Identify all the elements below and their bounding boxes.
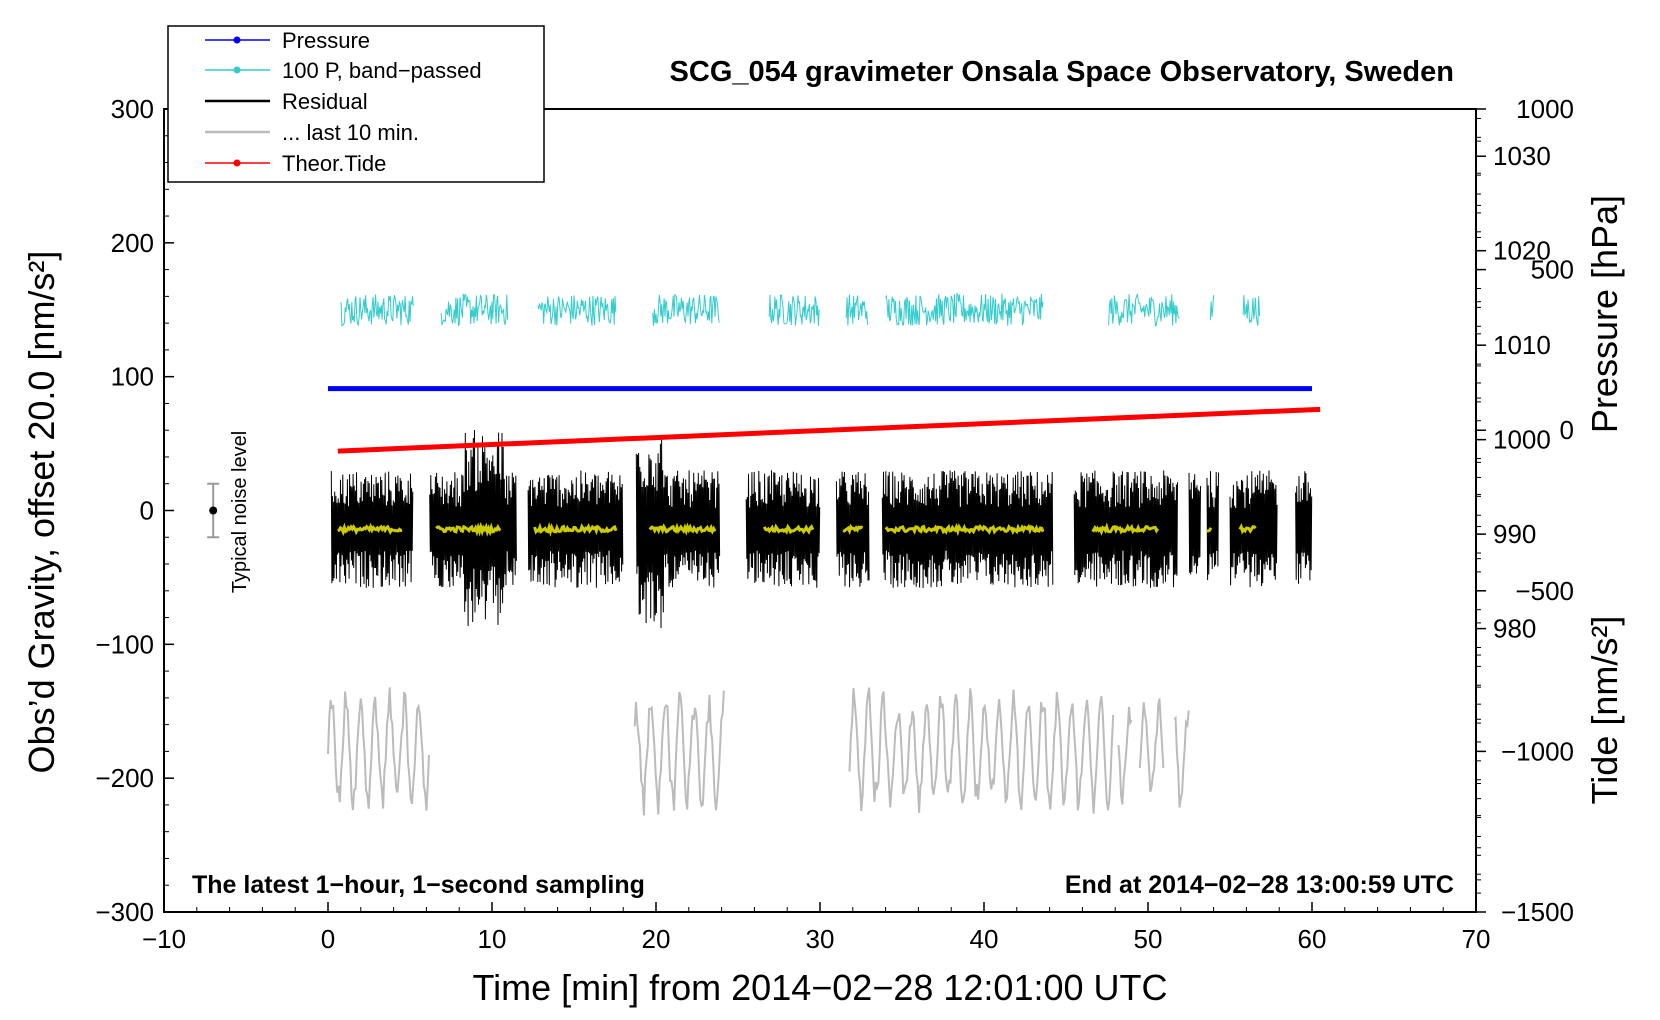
residual-trend-segment [533, 521, 618, 537]
legend-marker-band-passed [233, 66, 241, 74]
residual-trend-segment [1091, 522, 1160, 536]
last-10-min-segment [327, 687, 430, 811]
tide-tick-label: −1000 [1501, 736, 1574, 766]
last-10-min-segment [1173, 710, 1190, 808]
band-passed-segment [1242, 295, 1260, 326]
legend-marker-pressure [233, 36, 241, 44]
tide-axis-ticks: 1000 500 0 −500 −1000 −1500 [1476, 94, 1574, 927]
tide-tick-label: −1500 [1501, 897, 1574, 927]
y-tick-label: −100 [95, 629, 154, 659]
x-tick-label: 0 [321, 924, 335, 954]
legend-label-pressure: Pressure [282, 28, 370, 53]
residual-trend-segment [337, 522, 403, 537]
residual-trend-series [337, 521, 1257, 537]
y-tick-label: 100 [111, 362, 154, 392]
pressure-tick-label: 1000 [1493, 425, 1551, 455]
residual-trend-segment [884, 522, 1045, 537]
y-tick-label: −200 [95, 763, 154, 793]
residual-trend-segment [842, 523, 864, 536]
legend: Pressure 100 P, band−passed Residual ...… [167, 25, 545, 183]
legend-label-theor-tide: Theor.Tide [282, 151, 386, 176]
pressure-tick-label: 1020 [1493, 236, 1551, 266]
residual-segment [745, 470, 821, 588]
band-passed-series [340, 292, 1260, 327]
pressure-axis-label: Pressure [hPa] [1584, 195, 1625, 433]
residual-segment [635, 439, 721, 629]
residual-segment [1073, 470, 1178, 588]
band-passed-segment [440, 293, 509, 327]
sampling-note: The latest 1−hour, 1−second sampling [192, 871, 645, 899]
x-axis-label: Time [min] from 2014−02−28 12:01:00 UTC [472, 967, 1167, 1008]
y-axis-ticks: 300 200 100 0 −100 −200 −300 [95, 94, 174, 927]
residual-trend-segment [648, 522, 717, 536]
last-10-min-segment [1117, 706, 1133, 805]
tide-tick-label: −500 [1515, 576, 1574, 606]
theor-tide-series-line [337, 406, 1321, 454]
pressure-axis-ticks: 1030 1020 1010 1000 990 980 [1476, 117, 1551, 913]
band-passed-segment [1108, 293, 1180, 327]
tide-tick-label: 1000 [1516, 94, 1574, 124]
y-tick-label: 200 [111, 228, 154, 258]
legend-box [167, 25, 545, 183]
y-tick-label: −300 [95, 897, 154, 927]
noise-level-indicator [207, 482, 220, 539]
residual-trend-segment [1206, 527, 1213, 533]
legend-label-band-passed: 100 P, band−passed [282, 58, 482, 83]
pressure-tick-label: 1030 [1493, 141, 1551, 171]
last-10-min-segment [848, 687, 1115, 814]
pressure-tick-label: 990 [1493, 519, 1536, 549]
noise-bar-center [209, 506, 218, 515]
band-passed-segment [768, 294, 820, 326]
x-tick-label: 40 [970, 924, 999, 954]
legend-marker-theor-tide [233, 159, 241, 167]
residual-segment [1206, 471, 1219, 581]
x-tick-label: 20 [642, 924, 671, 954]
residual-trend-segment [1238, 523, 1257, 535]
x-tick-label: −10 [142, 924, 186, 954]
last-10-min-series [327, 687, 1190, 816]
x-tick-label: 30 [806, 924, 835, 954]
legend-label-residual: Residual [282, 89, 368, 114]
band-passed-segment [340, 294, 414, 327]
residual-series [330, 429, 1313, 629]
y-tick-label: 0 [140, 496, 154, 526]
residual-segment [1229, 470, 1278, 588]
x-tick-label: 60 [1298, 924, 1327, 954]
residual-segment [1295, 471, 1313, 584]
end-time-note: End at 2014−02−28 13:00:59 UTC [1065, 871, 1454, 899]
residual-trend-segment [762, 523, 815, 535]
last-10-min-segment [1138, 698, 1165, 793]
x-tick-label: 70 [1462, 924, 1491, 954]
band-passed-segment [1209, 295, 1215, 321]
band-passed-segment [652, 293, 720, 326]
residual-segment [527, 470, 624, 588]
noise-level-label: Typical noise level [229, 431, 251, 593]
x-tick-label: 10 [478, 924, 507, 954]
y-tick-label: 300 [111, 94, 154, 124]
legend-label-last-10-min: ... last 10 min. [282, 120, 419, 145]
x-tick-label: 50 [1134, 924, 1163, 954]
band-passed-segment [537, 295, 617, 326]
residual-trend-segment [435, 521, 502, 537]
residual-segment [1188, 472, 1201, 575]
last-10-min-segment [633, 690, 725, 816]
band-passed-segment [885, 292, 1044, 326]
pressure-tick-label: 1010 [1493, 330, 1551, 360]
band-passed-segment [845, 294, 869, 326]
tide-axis-label: Tide [nm/s²] [1584, 616, 1625, 805]
tide-tick-label: 0 [1560, 415, 1574, 445]
chart-title: SCG_054 gravimeter Onsala Space Observat… [670, 56, 1454, 88]
pressure-tick-label: 980 [1493, 614, 1536, 644]
tide-tick-label: 500 [1531, 255, 1574, 285]
x-axis-ticks: −10 0 10 20 30 40 50 60 70 [142, 902, 1491, 954]
y-axis-label: Obs’d Gravity, offset 20.0 [nm/s²] [21, 251, 62, 774]
